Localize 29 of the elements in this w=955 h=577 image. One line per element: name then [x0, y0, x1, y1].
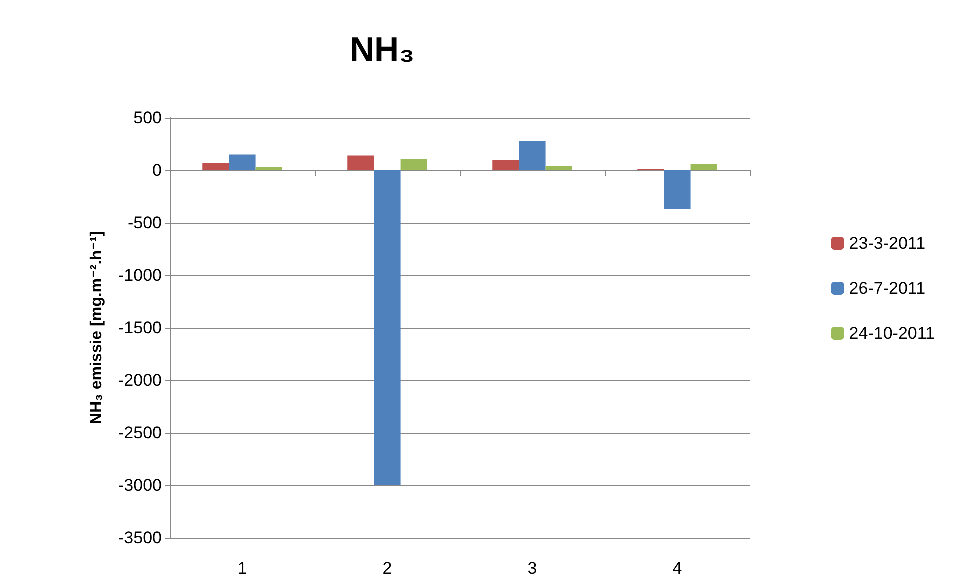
bar [519, 141, 546, 170]
y-tick-label: 500 [134, 108, 162, 128]
x-tick-label: 3 [528, 559, 538, 577]
bar [492, 160, 520, 170]
bar [374, 170, 401, 486]
legend-label: 24-10-2011 [849, 324, 936, 343]
y-tick-label: -2500 [118, 424, 162, 442]
bar [229, 154, 256, 170]
bar [546, 166, 572, 170]
y-tick-label: -3000 [118, 476, 162, 495]
y-tick-label: -1500 [118, 318, 162, 338]
x-tick-label: 2 [382, 559, 392, 577]
bar [202, 163, 230, 170]
y-tick-label: -2000 [118, 371, 162, 390]
y-tick-label: 0 [152, 161, 162, 180]
bar [690, 164, 718, 170]
legend-label: 26-7-2011 [849, 279, 926, 298]
bar [348, 156, 374, 170]
x-tick-label: 1 [238, 559, 248, 577]
y-tick-label: -3500 [118, 528, 162, 548]
chart-title: NH₃ [350, 31, 415, 69]
bar [256, 167, 282, 170]
y-axis-title: NH₃ emissie [mg.m⁻².h⁻¹] [88, 231, 106, 425]
y-tick-label: -500 [128, 214, 162, 232]
bar [664, 170, 691, 210]
bar [400, 158, 428, 170]
y-tick-label: -1000 [118, 266, 162, 285]
x-tick-label: 4 [672, 559, 682, 577]
legend-label: 23-3-2011 [849, 234, 926, 253]
